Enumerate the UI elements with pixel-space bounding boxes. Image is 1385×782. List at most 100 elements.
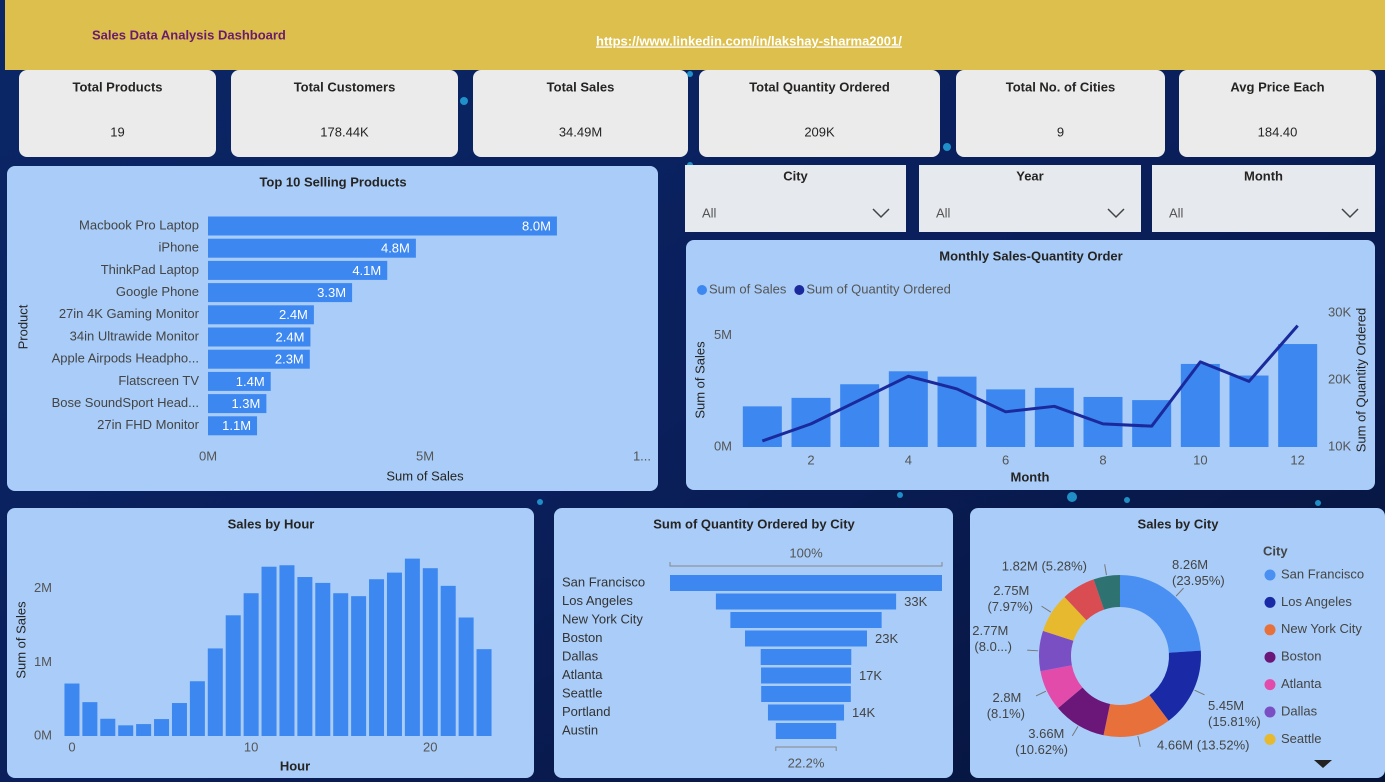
line bbox=[761, 324, 1299, 443]
bar bbox=[208, 416, 258, 436]
x-tick-label: 10 bbox=[244, 739, 258, 754]
legend-title: City bbox=[1263, 543, 1288, 558]
category-label: New York City bbox=[562, 611, 643, 626]
leader-line bbox=[1194, 689, 1205, 696]
profile-link[interactable]: https://www.linkedin.com/in/lakshay-shar… bbox=[596, 33, 902, 48]
slicer[interactable] bbox=[919, 165, 1141, 232]
data-label: 4.8M bbox=[381, 241, 410, 256]
funnel-bar bbox=[730, 612, 882, 628]
y-tick-label: Macbook Pro Laptop bbox=[79, 217, 199, 232]
bar bbox=[404, 558, 420, 736]
bar bbox=[315, 582, 331, 736]
data-label: 33K bbox=[904, 594, 927, 609]
bar bbox=[100, 718, 116, 736]
donut-slice bbox=[1043, 596, 1087, 641]
x-tick-label: 20 bbox=[423, 739, 437, 754]
dashboard-title: Sales Data Analysis Dashboard bbox=[92, 27, 286, 42]
category-label: Atlanta bbox=[562, 667, 603, 682]
legend-marker bbox=[697, 285, 707, 295]
legend-label: Los Angeles bbox=[1281, 594, 1352, 609]
funnel-bottom-bracket bbox=[775, 746, 837, 751]
x-tick-label: 0M bbox=[199, 448, 217, 463]
bar bbox=[386, 572, 402, 736]
dropdown-chevron bbox=[1341, 208, 1359, 219]
kpi-value: 19 bbox=[110, 124, 124, 139]
legend-marker bbox=[1264, 679, 1276, 691]
category-label: Portland bbox=[562, 704, 610, 719]
x-axis-label: Hour bbox=[280, 758, 310, 773]
bar bbox=[261, 566, 277, 736]
category-label: San Francisco bbox=[562, 574, 645, 589]
kpi-label: Total Quantity Ordered bbox=[749, 79, 890, 94]
funnel-bar bbox=[761, 686, 851, 702]
donut-slice bbox=[1149, 650, 1202, 721]
funnel-bar bbox=[715, 593, 897, 610]
funnel-bar bbox=[760, 649, 852, 665]
funnel-top-bracket bbox=[669, 562, 943, 567]
donut-slice bbox=[1058, 687, 1111, 736]
leader-line bbox=[1035, 690, 1047, 697]
data-label: 3.3M bbox=[317, 285, 346, 300]
kpi-label: Total Products bbox=[72, 79, 162, 94]
data-label: 3.66M (10.62%) bbox=[1015, 726, 1068, 757]
leader-line bbox=[1041, 605, 1052, 613]
x-tick-label: 8 bbox=[1099, 452, 1106, 467]
kpi-card bbox=[1179, 70, 1376, 157]
slicer[interactable] bbox=[685, 165, 906, 232]
bar bbox=[476, 649, 492, 736]
chart-title: Sales by City bbox=[1138, 516, 1220, 531]
legend-scroll-arrow[interactable] bbox=[1314, 760, 1332, 768]
bar bbox=[1229, 375, 1269, 447]
bar bbox=[208, 216, 557, 236]
data-label: 2.3M bbox=[275, 352, 304, 367]
leader-line bbox=[1137, 735, 1141, 747]
kpi-value: 209K bbox=[804, 124, 835, 139]
bar bbox=[297, 577, 313, 736]
legend-marker bbox=[1264, 706, 1276, 718]
legend-marker bbox=[1264, 624, 1276, 636]
funnel-bar bbox=[775, 723, 837, 739]
y-tick-label: 5M bbox=[714, 327, 732, 342]
donut-slice bbox=[1040, 665, 1083, 709]
data-label: 4.66M (13.52%) bbox=[1157, 737, 1250, 752]
x-tick-label: 1... bbox=[633, 448, 651, 463]
slicer-value: All bbox=[1169, 205, 1184, 220]
legend-label: Seattle bbox=[1281, 731, 1321, 746]
bar bbox=[208, 327, 311, 347]
bar bbox=[208, 394, 267, 414]
kpi-value: 34.49M bbox=[559, 124, 602, 139]
bar bbox=[208, 283, 353, 303]
kpi-label: Avg Price Each bbox=[1230, 79, 1324, 94]
donut-slice bbox=[1039, 630, 1074, 672]
bar bbox=[1180, 363, 1220, 447]
data-label: 1.3M bbox=[231, 396, 260, 411]
data-label: 1.1M bbox=[222, 418, 251, 433]
category-label: Seattle bbox=[562, 685, 602, 700]
bar bbox=[208, 305, 314, 325]
slicer[interactable] bbox=[1152, 165, 1375, 232]
data-label: 4.1M bbox=[352, 263, 381, 278]
data-label: 1.82M (5.28%) bbox=[1002, 558, 1087, 573]
bar bbox=[351, 596, 367, 736]
category-label: Dallas bbox=[562, 648, 599, 663]
chart-title: Top 10 Selling Products bbox=[259, 174, 406, 189]
legend-marker bbox=[1264, 733, 1276, 745]
kpi-card bbox=[956, 70, 1165, 157]
bar bbox=[136, 724, 152, 736]
bar bbox=[171, 703, 187, 736]
y2-axis-label: Sum of Quantity Ordered bbox=[1353, 308, 1368, 453]
legend-label: Atlanta bbox=[1281, 676, 1322, 691]
data-label: 2.8M (8.1%) bbox=[987, 690, 1025, 721]
legend-marker bbox=[1264, 596, 1276, 608]
x-tick-label: 6 bbox=[1002, 452, 1009, 467]
header-bar bbox=[5, 0, 1385, 70]
funnel-bar bbox=[767, 704, 845, 721]
dropdown-chevron bbox=[872, 208, 890, 219]
bar bbox=[986, 389, 1026, 447]
chart-title: Sum of Quantity Ordered by City bbox=[653, 516, 855, 531]
data-label: 8.26M (23.95%) bbox=[1172, 557, 1225, 588]
y-tick-label: 27in 4K Gaming Monitor bbox=[59, 306, 200, 321]
data-label: 5.45M (15.81%) bbox=[1208, 698, 1261, 729]
funnel-bar bbox=[745, 630, 867, 647]
slicer-value: All bbox=[702, 205, 717, 220]
